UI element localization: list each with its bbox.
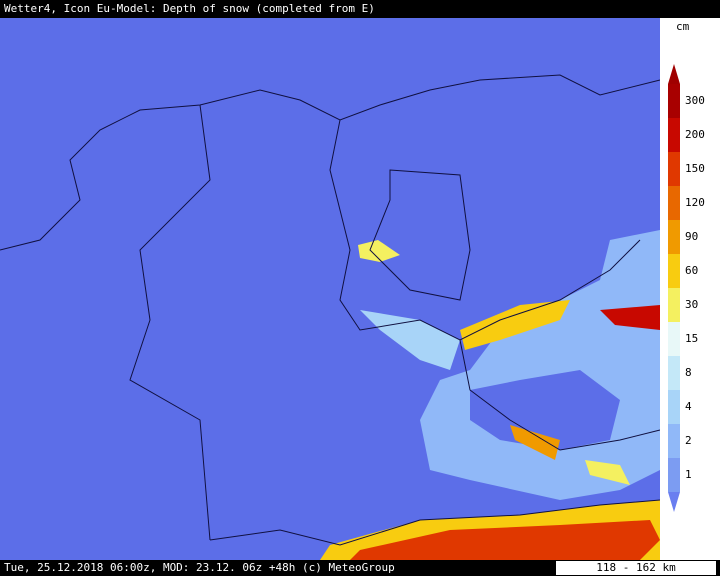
footer-bar: [0, 560, 720, 576]
legend-swatch: [668, 152, 680, 186]
title-bar: [0, 0, 720, 18]
footer-info: Tue, 25.12.2018 06:00z, MOD: 23.12. 06z …: [4, 561, 395, 574]
legend-swatch: [668, 356, 680, 390]
legend-label: 2: [685, 434, 692, 447]
scale-label: 118 - 162 km: [596, 561, 676, 574]
legend: 1 2 4 8 15 30 60 90 120 150 200 300: [668, 64, 705, 512]
legend-label: 300: [685, 94, 705, 107]
legend-label: 4: [685, 400, 692, 413]
legend-swatch: [668, 84, 680, 118]
legend-label: 200: [685, 128, 705, 141]
legend-swatch: [668, 186, 680, 220]
borders: [0, 74, 661, 546]
legend-swatch: [668, 254, 680, 288]
legend-above: [668, 64, 680, 84]
legend-swatch: [668, 424, 680, 458]
legend-swatch: [668, 288, 680, 322]
legend-label: 90: [685, 230, 698, 243]
legend-label: 120: [685, 196, 705, 209]
legend-label: 60: [685, 264, 698, 277]
legend-label: 30: [685, 298, 698, 311]
legend-swatch: [668, 118, 680, 152]
legend-below: [668, 492, 680, 512]
title: Wetter4, Icon Eu-Model: Depth of snow (c…: [4, 2, 375, 15]
scale-box: [556, 561, 716, 575]
legend-swatch: [668, 390, 680, 424]
legend-label: 1: [685, 468, 692, 481]
legend-swatch: [668, 322, 680, 356]
legend-label: 150: [685, 162, 705, 175]
legend-swatch: [668, 220, 680, 254]
legend-label: 15: [685, 332, 698, 345]
legend-unit: cm: [676, 20, 690, 33]
legend-swatch: [668, 458, 680, 492]
snow-areas: [320, 230, 660, 560]
legend-label: 8: [685, 366, 692, 379]
